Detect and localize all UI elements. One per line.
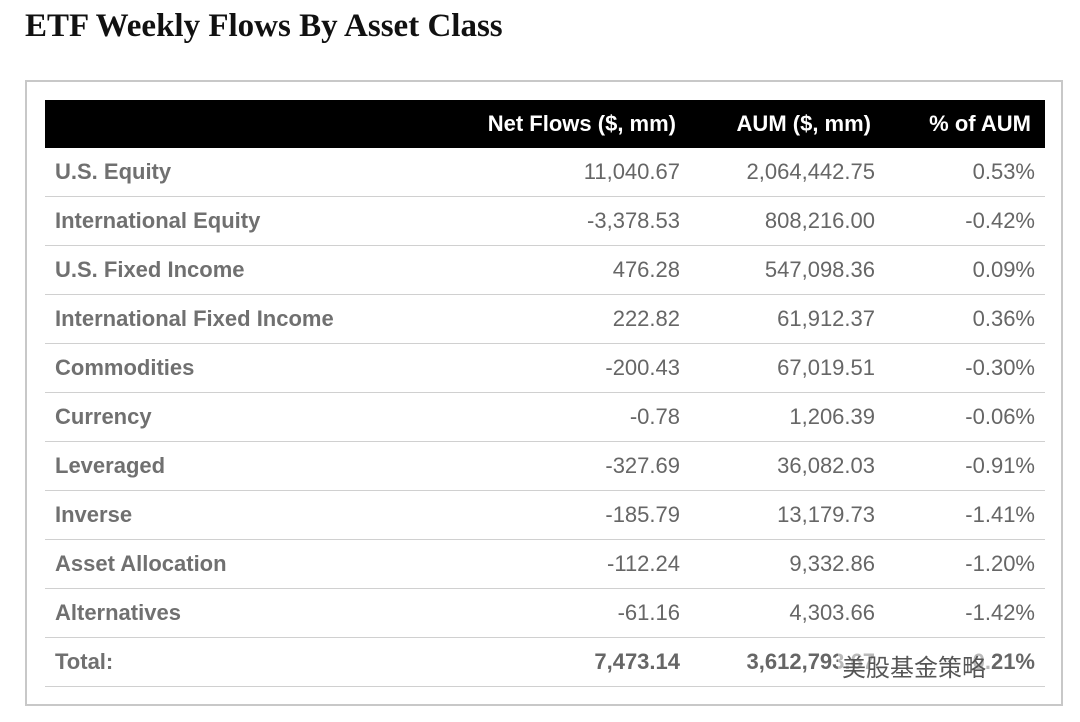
row-label: Commodities bbox=[45, 343, 445, 393]
cell: -0.06% bbox=[885, 392, 1045, 442]
cell: -327.69 bbox=[445, 441, 690, 491]
cell: 67,019.51 bbox=[690, 343, 885, 393]
header-cell: Net Flows ($, mm) bbox=[445, 100, 690, 148]
cell: -1.41% bbox=[885, 490, 1045, 540]
header-cell: AUM ($, mm) bbox=[690, 100, 885, 148]
table-frame bbox=[25, 80, 1063, 706]
cell: 0.36% bbox=[885, 294, 1045, 344]
row-label: U.S. Fixed Income bbox=[45, 245, 445, 295]
cell: 61,912.37 bbox=[690, 294, 885, 344]
cell: 808,216.00 bbox=[690, 196, 885, 246]
row-label: U.S. Equity bbox=[45, 148, 445, 197]
cell: 4,303.66 bbox=[690, 588, 885, 638]
table-row: Leveraged -327.69 36,082.03 -0.91% bbox=[45, 441, 1045, 491]
row-label: Currency bbox=[45, 392, 445, 442]
cell: 0.53% bbox=[885, 148, 1045, 197]
row-label: Leveraged bbox=[45, 441, 445, 491]
table-row: International Fixed Income 222.82 61,912.3… bbox=[45, 294, 1045, 344]
row-label: International Equity bbox=[45, 196, 445, 246]
cell: 7,473.14 bbox=[445, 637, 690, 687]
table-body: U.S. Equity 11,040.67 2,064,442.75 0.53% Int… bbox=[45, 148, 1045, 687]
cell: -0.30% bbox=[885, 343, 1045, 393]
cell: -0.91% bbox=[885, 441, 1045, 491]
cell: -61.16 bbox=[445, 588, 690, 638]
total-row: Total: 7,473.14 3,612,793.67 0.21% bbox=[45, 637, 1045, 687]
cell: -200.43 bbox=[445, 343, 690, 393]
cell: 36,082.03 bbox=[690, 441, 885, 491]
table-row: Commodities -200.43 67,019.51 -0.30% bbox=[45, 343, 1045, 393]
row-label: Alternatives bbox=[45, 588, 445, 638]
header-row: Net Flows ($, mm) AUM ($, mm)% of AUM bbox=[45, 100, 1045, 148]
cell: 476.28 bbox=[445, 245, 690, 295]
watermark: 美股基金策略 bbox=[838, 648, 990, 683]
cell: -0.42% bbox=[885, 196, 1045, 246]
cell: 547,098.36 bbox=[690, 245, 885, 295]
cell: 1,206.39 bbox=[690, 392, 885, 442]
table-row: Asset Allocation -112.24 9,332.86 -1.20% bbox=[45, 539, 1045, 589]
flows-table: Net Flows ($, mm) AUM ($, mm)% of AUM U.S… bbox=[45, 100, 1045, 687]
cell: -1.20% bbox=[885, 539, 1045, 589]
cell: 11,040.67 bbox=[445, 148, 690, 197]
cell: 222.82 bbox=[445, 294, 690, 344]
cell: 2,064,442.75 bbox=[690, 148, 885, 197]
table-row: U.S. Fixed Income 476.28 547,098.36 0.09% bbox=[45, 245, 1045, 295]
table-row: Currency -0.78 1,206.39 -0.06% bbox=[45, 392, 1045, 442]
page-title: ETF Weekly Flows By Asset Class bbox=[25, 8, 503, 44]
table-row: U.S. Equity 11,040.67 2,064,442.75 0.53% bbox=[45, 148, 1045, 197]
cell: 0.09% bbox=[885, 245, 1045, 295]
cell: 9,332.86 bbox=[690, 539, 885, 589]
cell: 13,179.73 bbox=[690, 490, 885, 540]
cell: -112.24 bbox=[445, 539, 690, 589]
row-label: International Fixed Income bbox=[45, 294, 445, 344]
cell: -0.78 bbox=[445, 392, 690, 442]
cell: -185.79 bbox=[445, 490, 690, 540]
cell: -3,378.53 bbox=[445, 196, 690, 246]
row-label: Total: bbox=[45, 637, 445, 687]
row-label: Asset Allocation bbox=[45, 539, 445, 589]
table-row: Inverse -185.79 13,179.73 -1.41% bbox=[45, 490, 1045, 540]
header-cell: % of AUM bbox=[885, 100, 1045, 148]
row-label: Inverse bbox=[45, 490, 445, 540]
header-cell bbox=[45, 100, 445, 148]
table-row: International Equity -3,378.53 808,216.00-… bbox=[45, 196, 1045, 246]
cell: -1.42% bbox=[885, 588, 1045, 638]
table-row: Alternatives -61.16 4,303.66 -1.42% bbox=[45, 588, 1045, 638]
